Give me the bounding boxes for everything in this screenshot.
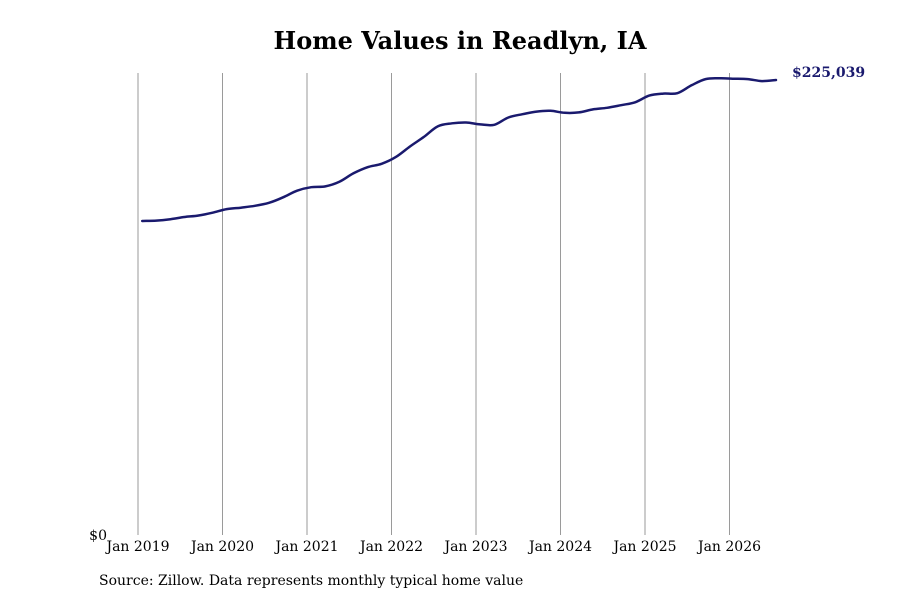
y-tick-label: $0: [89, 528, 107, 544]
x-tick-label: Jan 2025: [611, 539, 676, 555]
gridlines: [137, 73, 730, 535]
x-tick-label: Jan 2022: [358, 539, 423, 555]
y-axis-tick-labels: $0: [89, 528, 107, 544]
x-tick-label: Jan 2023: [442, 539, 507, 555]
x-axis-tick-labels: Jan 2019 Jan 2020 Jan 2021 Jan 2022 Jan 2023…: [104, 539, 761, 555]
end-value-label: $225,039: [792, 65, 865, 81]
x-tick-label: Jan 2020: [189, 539, 254, 555]
series-line-group: [140, 76, 778, 223]
end-value-label-group: $225,039: [792, 65, 865, 81]
chart-title: Home Values in Readlyn, IA: [273, 26, 647, 55]
x-tick-label: Jan 2026: [696, 539, 761, 555]
source-note: Source: Zillow. Data represents monthly …: [99, 573, 524, 589]
x-tick-label: Jan 2019: [104, 539, 169, 555]
series-line: [140, 76, 778, 223]
x-tick-label: Jan 2021: [273, 539, 338, 555]
x-tick-label: Jan 2024: [527, 539, 592, 555]
